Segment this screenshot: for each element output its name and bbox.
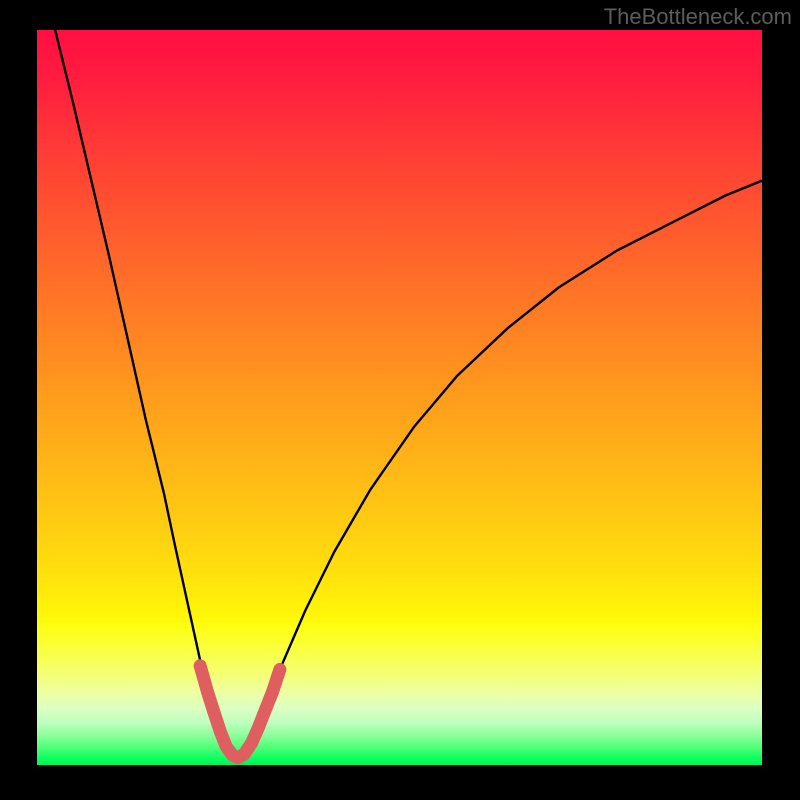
bottleneck-curve bbox=[55, 30, 762, 761]
plot-area bbox=[37, 30, 762, 765]
watermark-text: TheBottleneck.com bbox=[604, 4, 792, 30]
marker-band bbox=[200, 666, 280, 758]
curve-layer bbox=[37, 30, 762, 765]
